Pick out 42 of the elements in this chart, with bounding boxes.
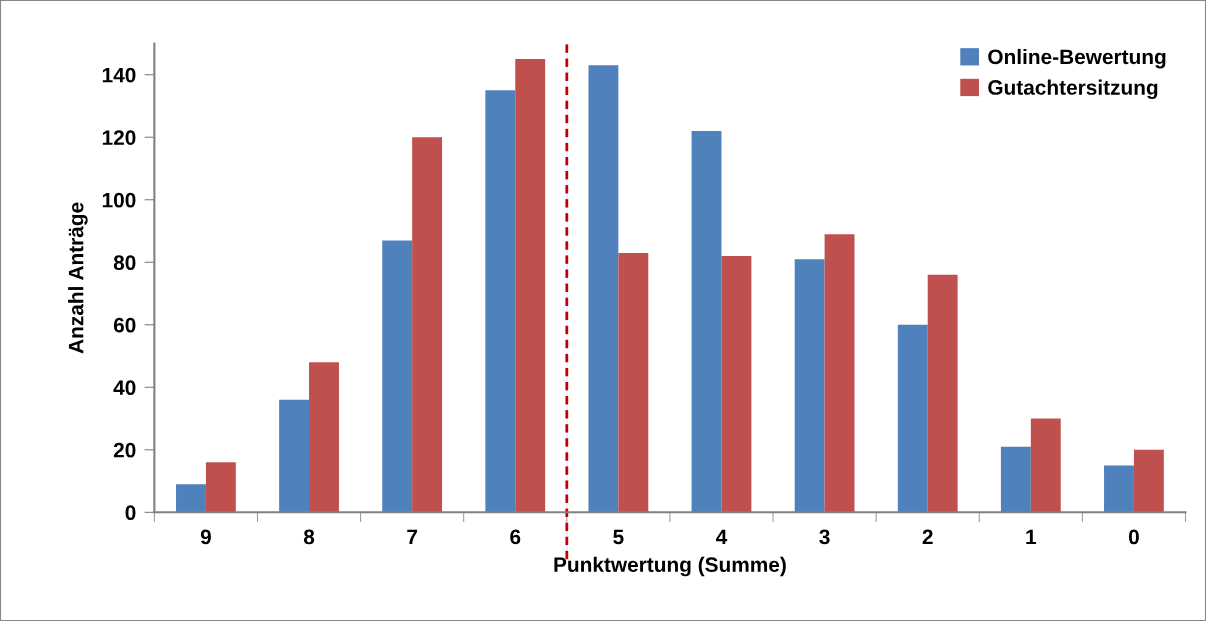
bar bbox=[309, 362, 339, 513]
bar bbox=[382, 240, 413, 513]
x-tick-label: 0 bbox=[1128, 529, 1139, 545]
bar bbox=[1104, 465, 1134, 513]
bar bbox=[1133, 449, 1164, 513]
legend-label: Gutachtersitzung bbox=[988, 79, 1158, 100]
y-tick-label: 100 bbox=[102, 192, 136, 208]
x-tick-label: 4 bbox=[716, 529, 728, 545]
y-tick-label: 60 bbox=[113, 317, 136, 333]
y-tick-label: 120 bbox=[102, 130, 136, 145]
x-tick-label: 2 bbox=[922, 529, 933, 545]
bar bbox=[721, 256, 752, 513]
x-tick-label: 6 bbox=[510, 529, 521, 545]
bar bbox=[205, 462, 236, 513]
bar bbox=[927, 274, 958, 513]
x-tick-label: 5 bbox=[613, 529, 624, 545]
y-tick-label: 0 bbox=[125, 505, 136, 521]
bar bbox=[1030, 418, 1061, 513]
x-axis-title: Punktwertung (Summe) bbox=[554, 556, 786, 577]
x-tick-label: 8 bbox=[303, 529, 315, 545]
bar bbox=[897, 324, 928, 513]
x-tick-label: 9 bbox=[200, 529, 211, 545]
y-tick-label: 80 bbox=[113, 255, 136, 271]
x-tick-label: 7 bbox=[407, 529, 418, 545]
legend-label: Online-Bewertung bbox=[988, 48, 1166, 69]
y-tick-label: 140 bbox=[102, 67, 136, 83]
bar bbox=[824, 234, 855, 513]
y-tick-label: 40 bbox=[113, 380, 136, 396]
bar bbox=[176, 484, 206, 513]
x-tick-label: 3 bbox=[819, 529, 830, 545]
bar bbox=[691, 130, 722, 513]
y-tick-label: 20 bbox=[113, 442, 136, 458]
bar bbox=[794, 259, 825, 513]
y-axis-title: Anzahl Anträge bbox=[68, 202, 88, 354]
bar bbox=[618, 252, 649, 513]
bar bbox=[485, 90, 516, 513]
bar bbox=[412, 137, 443, 513]
bar bbox=[1000, 446, 1031, 513]
bar bbox=[279, 399, 310, 513]
bar bbox=[515, 59, 546, 513]
bar bbox=[588, 65, 619, 513]
x-tick-label: 1 bbox=[1026, 529, 1037, 545]
